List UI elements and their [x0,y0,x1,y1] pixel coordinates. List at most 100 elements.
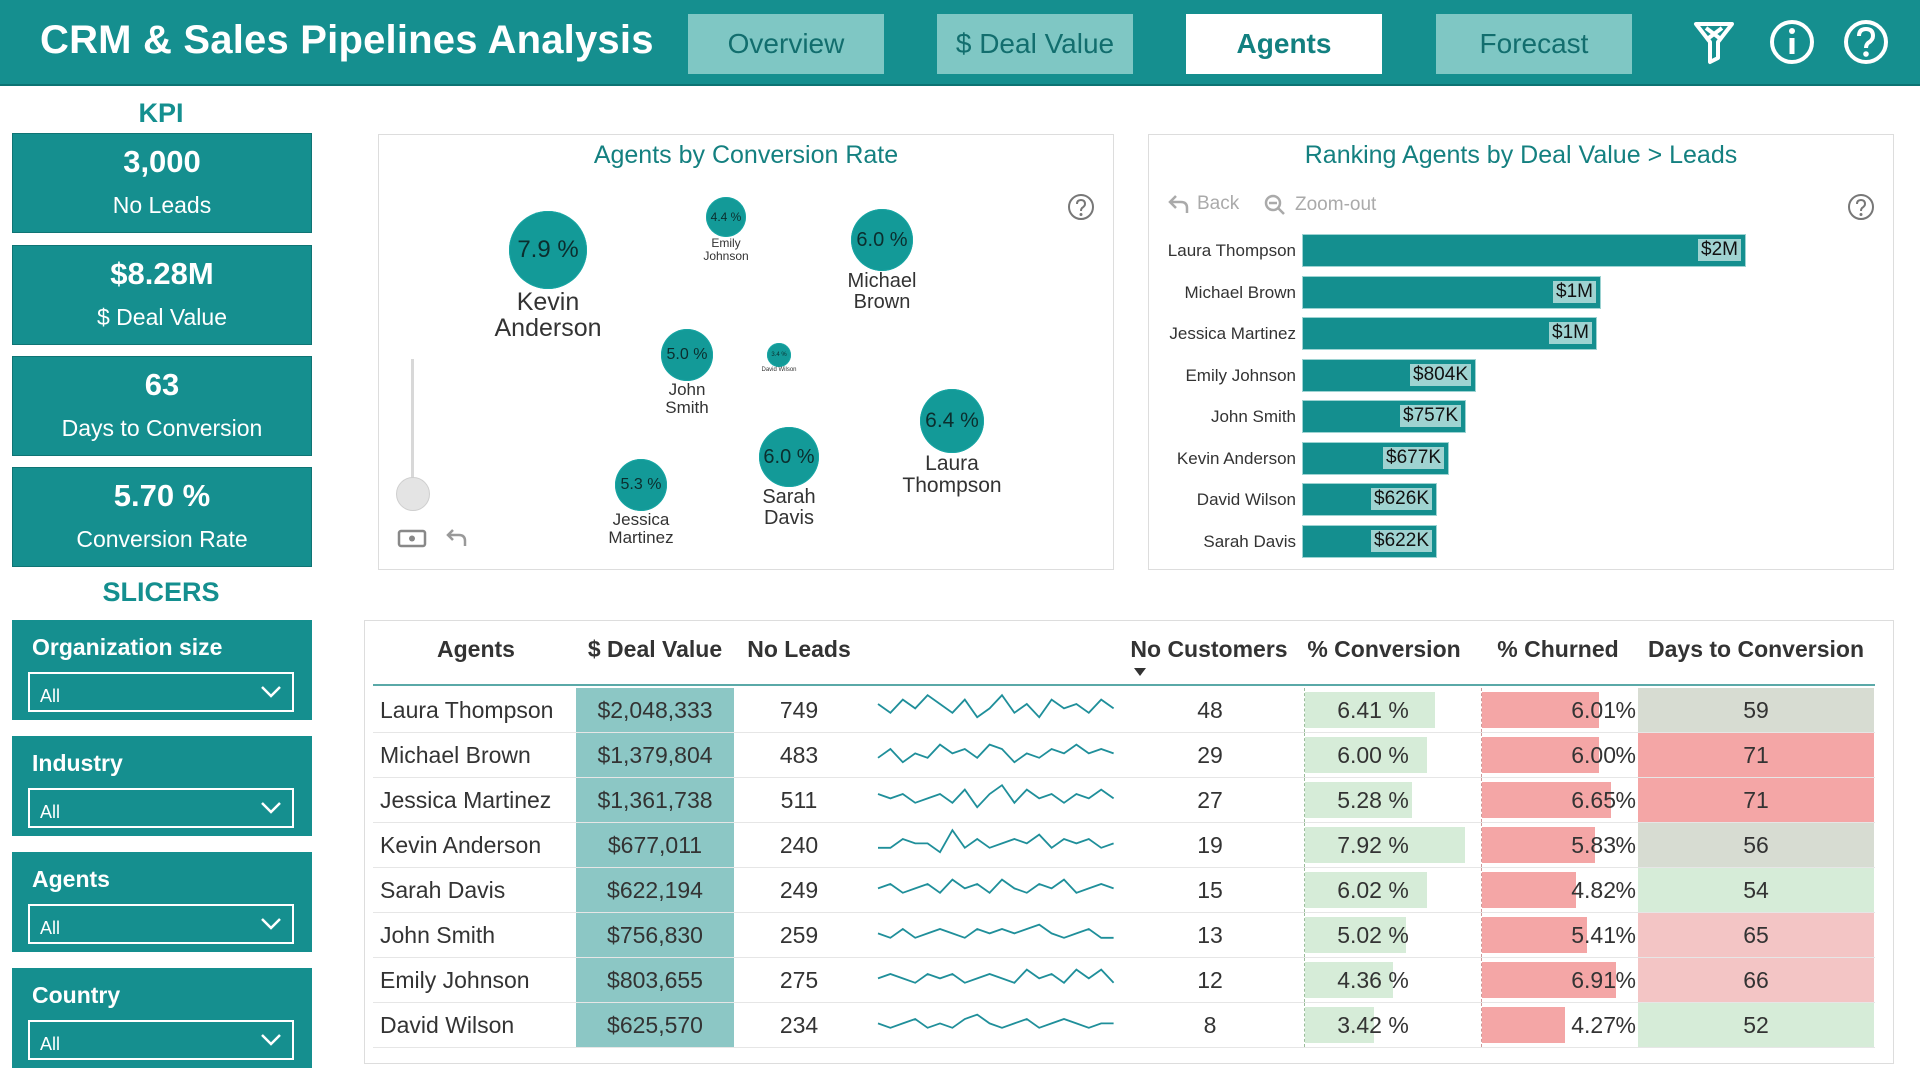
help-icon[interactable] [1067,193,1095,221]
cell-churned: 4.27% [1481,1003,1638,1047]
bubble-rate: 6.0 % [759,427,819,487]
cell-churned: 5.83% [1481,823,1638,867]
bubble-emily-johnson[interactable]: 4.4 % Emily Johnson [691,197,761,262]
drill-back-button[interactable]: Back [1167,193,1239,215]
drill-level: Leads [1669,141,1738,169]
slicer-dropdown[interactable]: All [28,672,294,712]
bubble-rate: 6.0 % [851,209,913,271]
conversion-data-bar [1305,692,1435,728]
bubble-name-line: Martinez [608,527,674,547]
churned-data-bar [1482,1007,1565,1043]
bar[interactable]: $626K [1302,483,1437,516]
col-header-deal-value[interactable]: $ Deal Value [587,636,723,662]
churned-unit: % [1615,876,1636,903]
bubble-laura-thompson[interactable]: 6.4 % Laura Thompson [887,389,1017,497]
tab-agents[interactable]: Agents [1186,14,1382,74]
bubble-john-smith[interactable]: 5.0 % John Smith [642,329,732,417]
zoom-out-button[interactable]: Zoom-out [1263,193,1376,217]
zoom-slider-track[interactable] [411,359,414,489]
cell-days-to-conversion: 71 [1638,778,1874,822]
bubble-jessica-martinez[interactable]: 5.3 % Jessica Martinez [591,459,691,547]
kpi-card-no-leads: 3,000 No Leads [12,133,312,233]
bar-category-label: John Smith [1210,407,1296,426]
bar[interactable]: $677K [1302,441,1449,475]
conversion-value: 3.42 % [1337,1011,1409,1038]
cell-agent: Emily Johnson [380,966,530,993]
bubble-david-wilson[interactable]: 3.4 % David Wilson [759,343,799,373]
sparkline [877,743,1114,764]
tab-forecast[interactable]: Forecast [1436,14,1632,74]
app-title: CRM & Sales Pipelines Analysis [40,18,654,62]
bar[interactable]: $804K [1302,358,1476,392]
bubble-michael-brown[interactable]: 6.0 % Michael Brown [834,209,930,313]
table-header-rule [373,684,1875,686]
conversion-bubble-chart: Agents by Conversion Rate 7.9 % Kevin And… [378,134,1114,570]
undo-icon[interactable] [445,525,469,549]
cell-churned: 6.00% [1481,733,1638,777]
back-label: Back [1197,193,1240,214]
bar[interactable]: $622K [1302,524,1437,558]
row-divider [373,777,1875,778]
churned-value: 5.41 [1571,921,1616,948]
churned-data-bar [1482,827,1595,863]
bubble-name-line: Anderson [494,314,602,343]
conversion-value: 5.28 % [1337,786,1409,813]
sparkline-line [878,828,1114,854]
sparkline-line [877,878,1114,894]
bar[interactable]: $757K [1302,400,1466,433]
col-header-churned[interactable]: % Churned [1497,636,1619,662]
bar-data-label: $2M [1698,239,1741,261]
bubble-name-line: Wilson [778,367,797,373]
conversion-data-bar [1305,827,1465,863]
bar-data-label: $804K [1410,363,1471,386]
info-icon[interactable] [1768,18,1816,66]
bar[interactable]: $1M [1302,317,1597,350]
cell-no-leads: 240 [779,831,819,858]
cell-conversion: 7.92 % [1304,823,1465,867]
fit-to-frame-icon[interactable] [397,527,427,549]
zoom-slider-handle[interactable] [396,477,430,511]
cell-deal-value: $803,655 [576,958,734,1002]
header-bar: CRM & Sales Pipelines Analysis Overview … [0,0,1920,86]
slicer-dropdown[interactable]: All [28,904,294,944]
col-header-no-leads[interactable]: No Leads [747,636,851,662]
help-icon[interactable] [1842,18,1890,66]
bubble-name-line: Davis [763,507,814,529]
filter-clear-icon[interactable] [1690,18,1738,66]
cell-agent: Sarah Davis [380,876,506,903]
churned-unit: % [1615,741,1636,768]
slicer-label: Agents [32,866,110,892]
bar-data-label: $677K [1383,446,1444,469]
col-header-days-to-conversion[interactable]: Days to Conversion [1648,636,1864,662]
bar[interactable]: $2M [1302,234,1746,267]
slicer-dropdown[interactable]: All [28,788,294,828]
sparkline-line [877,923,1114,939]
tab-overview[interactable]: Overview [688,14,884,74]
slicer-dropdown[interactable]: All [28,1020,294,1060]
bubble-name-line: Laura [925,452,979,475]
churned-value: 6.91 [1571,966,1616,993]
bubble-name-line: Johnson [703,248,749,263]
col-header-no-customers[interactable]: No Customers [1130,636,1288,662]
cell-churned: 6.01% [1481,688,1638,732]
bubble-rate: 3.4 % [767,343,791,367]
sort-descending-icon[interactable] [1133,667,1147,677]
cell-deal-value: $622,194 [576,868,734,912]
col-header-agents[interactable]: Agents [437,636,515,662]
bubble-sarah-davis[interactable]: 6.0 % Sarah Davis [739,427,839,529]
churned-data-bar [1482,692,1599,728]
tab-deal-value[interactable]: $ Deal Value [937,14,1133,74]
bubble-name-line: Emily [711,236,741,250]
zoom-out-icon [1264,194,1285,215]
bar[interactable]: $1M [1302,275,1601,309]
help-icon[interactable] [1847,193,1875,221]
bubble-name-line: David [761,367,777,373]
cell-no-leads: 275 [779,966,819,993]
cell-days-to-conversion: 71 [1638,733,1874,777]
bubble-kevin-anderson[interactable]: 7.9 % Kevin Anderson [473,211,623,342]
churned-unit: % [1615,921,1636,948]
zoom-label: Zoom-out [1295,194,1377,215]
cell-no-leads: 483 [779,741,819,768]
churned-value: 6.00 [1571,741,1616,768]
col-header-conversion[interactable]: % Conversion [1307,636,1461,662]
